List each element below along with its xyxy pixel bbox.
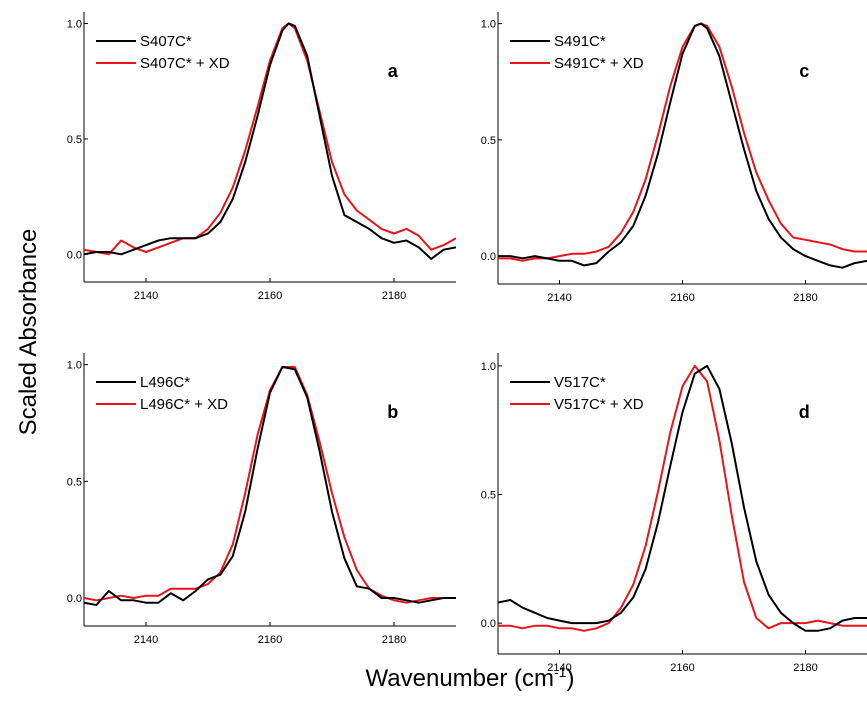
y-tick-label-d: 0.0 [481, 618, 496, 630]
x-axis-title: Wavenumber (cm-1) [300, 664, 640, 693]
y-tick-label-d: 1.0 [481, 361, 496, 373]
series-line-b-xd [84, 366, 456, 604]
legend-label-b: L496C* + XD [140, 396, 228, 413]
series-line-d-unlabeled [498, 364, 867, 632]
x-tick-label-a: 2160 [258, 290, 282, 302]
x-axis-title-main: Wavenumber (cm [365, 665, 555, 692]
y-tick-label-a: 1.0 [67, 19, 82, 31]
legend-label-a: S407C* + XD [140, 55, 230, 72]
x-axis-title-unit-exponent: -1 [554, 664, 567, 680]
legend-label-c: S491C* [554, 33, 606, 50]
x-tick-label-d: 2160 [670, 662, 694, 674]
legend-label-a: S407C* [140, 33, 192, 50]
x-tick-label-c: 2180 [793, 292, 817, 304]
series-line-c-unlabeled [498, 22, 867, 269]
x-tick-label-d: 2180 [793, 662, 817, 674]
chart-panel-a: 0.0 0.5 1.0 2140 2160 2180 S407C* S407C* + XD a [67, 12, 456, 302]
x-tick-label-d: 2140 [547, 662, 571, 674]
x-tick-label-c: 2160 [670, 292, 694, 304]
series-line-a-xd [84, 22, 456, 256]
legend-label-c: S491C* + XD [554, 55, 644, 72]
y-tick-label-d: 0.5 [481, 489, 496, 501]
chart-panel-c: 0.0 0.5 1.0 2140 2160 2180 S491C* S491C* + XD c [481, 12, 867, 304]
y-tick-label-a: 0.5 [67, 134, 82, 146]
y-tick-label-b: 0.5 [67, 476, 82, 488]
x-tick-label-a: 2180 [382, 290, 406, 302]
x-axis-title-close: ) [566, 665, 575, 692]
chart-panel-b: 0.0 0.5 1.0 2140 2160 2180 L496C* L496C* + XD b [67, 353, 456, 646]
series-line-a-unlabeled [84, 22, 456, 260]
legend-label-d: V517C* [554, 374, 606, 391]
x-tick-label-b: 2160 [258, 634, 282, 646]
panel-letter-a: a [388, 61, 399, 81]
x-tick-label-b: 2180 [382, 634, 406, 646]
series-line-c-xd [498, 22, 867, 262]
y-tick-label-b: 0.0 [67, 593, 82, 605]
panel-letter-b: b [387, 402, 398, 422]
panel-letter-c: c [799, 61, 809, 81]
panel-letter-d: d [799, 402, 810, 422]
series-line-d-xd [498, 364, 867, 632]
x-tick-label-c: 2140 [547, 292, 571, 304]
y-tick-label-b: 1.0 [67, 360, 82, 372]
legend-label-b: L496C* [140, 374, 190, 391]
y-tick-label-a: 0.0 [67, 249, 82, 261]
legend-label-d: V517C* + XD [554, 396, 644, 413]
series-line-b-unlabeled [84, 366, 456, 606]
y-axis-title: Scaled Absorbance [15, 228, 42, 436]
x-tick-label-a: 2140 [134, 290, 158, 302]
chart-panel-d: 0.0 0.5 1.0 2140 2160 2180 V517C* V517C* + XD d [481, 353, 867, 674]
y-tick-label-c: 1.0 [481, 19, 496, 31]
y-tick-label-c: 0.0 [481, 251, 496, 263]
y-tick-label-c: 0.5 [481, 135, 496, 147]
x-tick-label-b: 2140 [134, 634, 158, 646]
